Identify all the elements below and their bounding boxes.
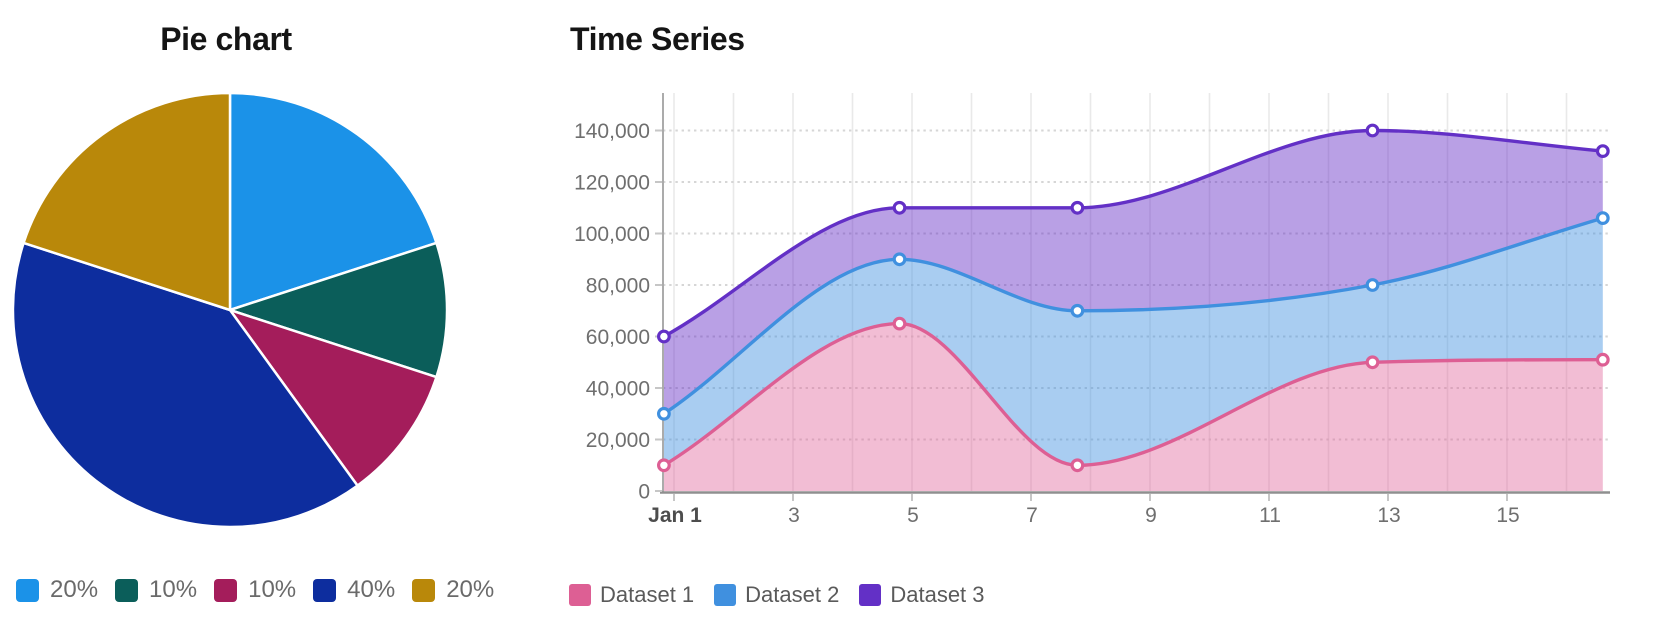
legend-label: Dataset 1 [600,582,695,607]
y-axis-label: 0 [638,481,650,504]
legend-label: 10% [248,576,297,603]
legend-swatch [16,578,39,602]
legend-label: 20% [446,576,495,603]
legend-swatch [214,578,238,602]
x-axis-label: 11 [1259,504,1281,527]
legend-item-40pct[interactable]: 40% [313,576,395,604]
data-point-marker[interactable] [892,252,907,267]
data-point-marker[interactable] [1070,458,1085,473]
dataset-3-line[interactable] [662,128,1605,339]
data-point-marker[interactable] [1595,144,1610,159]
legend-label: Dataset 3 [890,582,985,607]
x-axis-label: 15 [1496,504,1519,527]
legend-swatch [714,584,737,606]
legend-swatch [859,584,882,606]
legend-swatch [115,578,139,602]
legend-item-10pct[interactable]: 10% [214,576,296,604]
legend-item-dataset-3[interactable]: Dataset 3 [859,582,985,608]
pie-slice-40pct[interactable] [11,241,359,529]
dataset-1-markers [657,316,1610,473]
x-axis-label: 7 [1026,504,1038,527]
pie-slice-10pct[interactable] [228,308,438,487]
pie-slice-10pct[interactable] [228,241,449,379]
dataset-3-markers [657,123,1610,344]
legend-label: 40% [347,576,396,603]
legend-label: 10% [149,576,198,603]
y-axis-label: 120,000 [574,172,650,195]
data-point-marker[interactable] [657,329,671,344]
y-axis-label: 40,000 [586,378,650,401]
dataset-2-markers [657,211,1610,421]
y-axis-label: 100,000 [574,223,650,246]
pie-slice-20pct[interactable] [22,91,232,312]
data-point-marker[interactable] [657,406,671,421]
x-axis-label: 5 [907,504,919,527]
pie-slice-20pct[interactable] [228,91,438,312]
y-axis-label: 80,000 [586,275,650,298]
legend-swatch [569,584,591,606]
data-point-marker[interactable] [1365,355,1380,370]
legend-item-20pct[interactable]: 20% [16,576,98,604]
data-point-marker[interactable] [1595,352,1610,367]
data-point-marker[interactable] [1365,123,1380,138]
pie-chart-title: Pie chart [160,21,292,57]
legend-item-20pct[interactable]: 20% [412,576,494,604]
time-series-legend: Dataset 1 Dataset 2 Dataset 3 [569,582,985,608]
legend-item-10pct[interactable]: 10% [115,576,197,604]
data-point-marker[interactable] [892,316,907,331]
legend-label: Dataset 2 [745,582,840,607]
dataset-3-area[interactable] [663,130,1603,414]
data-point-marker[interactable] [1070,303,1085,318]
x-axis-label: 13 [1377,504,1400,527]
data-point-marker[interactable] [657,458,671,473]
y-axis-label: 20,000 [586,429,650,452]
dataset-2-area[interactable] [663,218,1603,466]
legend-swatch [412,578,436,602]
x-axis-label: 9 [1145,504,1157,527]
legend-item-dataset-1[interactable]: Dataset 1 [569,582,694,608]
legend-swatch [313,578,337,602]
y-axis-label: 60,000 [586,326,650,349]
data-point-marker[interactable] [1365,278,1380,292]
pie-legend: 20% 10% 10% 40% 20% [16,576,494,604]
data-point-marker[interactable] [1595,211,1610,226]
legend-label: 20% [50,576,99,603]
data-point-marker[interactable] [892,200,907,215]
y-axis-label: 140,000 [574,120,650,143]
data-point-marker[interactable] [1070,200,1085,215]
legend-item-dataset-2[interactable]: Dataset 2 [714,582,839,608]
x-axis-label: Jan 1 [648,504,702,527]
x-axis-label: 3 [788,504,800,527]
time-series-title: Time Series [570,21,745,57]
